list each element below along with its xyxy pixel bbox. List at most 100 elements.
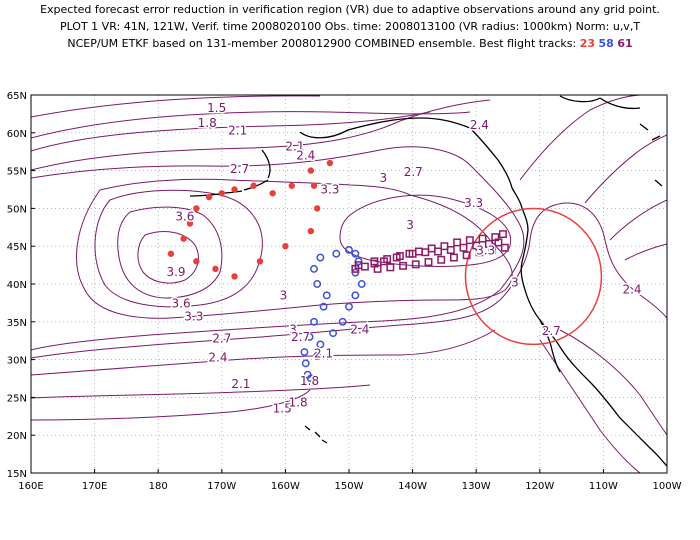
contour-label: 3 bbox=[280, 288, 288, 302]
lon-label: 110W bbox=[589, 481, 618, 492]
track-58-point bbox=[357, 280, 366, 288]
lat-label: 65N bbox=[7, 91, 27, 102]
flight-track-61 bbox=[351, 230, 509, 273]
contour-label: 2.1 bbox=[314, 347, 333, 361]
track-61-point bbox=[440, 242, 449, 251]
track-58-point bbox=[329, 329, 338, 338]
title-line-3-text: NCEP/UM ETKF based on 131-member 2008012… bbox=[67, 37, 577, 50]
track-61-point bbox=[478, 234, 487, 243]
contour-labels: 1.51.8 2.1 2.1 2.4 2.7 2.7 2.4 3 3 3.3 3.3 3.3 3.6 3.… bbox=[165, 99, 643, 417]
contour-label: 2.7 bbox=[404, 165, 423, 179]
track-61-point bbox=[453, 238, 462, 247]
contour-label: 3.3 bbox=[184, 310, 203, 324]
track-23-point bbox=[307, 227, 315, 235]
lon-label: 160E bbox=[18, 481, 43, 492]
contour-label: 1.5 bbox=[273, 402, 292, 416]
track-61-point bbox=[383, 255, 392, 264]
track-61-point bbox=[494, 238, 503, 247]
contour-label: 3.6 bbox=[175, 210, 194, 224]
track-58-point bbox=[322, 291, 331, 300]
contour-3-ring bbox=[76, 178, 513, 319]
track-61-point bbox=[411, 260, 420, 269]
flight-track-23 bbox=[167, 159, 334, 280]
contour-1-5-north bbox=[31, 95, 321, 118]
track-23-point bbox=[269, 190, 276, 197]
track-61-point bbox=[437, 255, 446, 264]
contour-2-4-north bbox=[31, 99, 491, 171]
verification-region-circle bbox=[464, 207, 603, 346]
contour-east-1 bbox=[519, 95, 641, 181]
contour-1-8-north bbox=[31, 111, 471, 139]
track-61-point bbox=[408, 249, 417, 258]
track-id-61: 61 bbox=[617, 37, 633, 50]
track-23-point bbox=[314, 205, 321, 212]
title-line-1: Expected forecast error reduction in ver… bbox=[40, 3, 660, 16]
track-58-point bbox=[313, 351, 322, 360]
contour-label: 2.4 bbox=[622, 282, 641, 296]
track-23-point bbox=[288, 182, 295, 189]
track-61-point bbox=[459, 243, 468, 252]
track-58-point bbox=[301, 359, 310, 368]
track-58-point bbox=[351, 249, 360, 258]
contour-label: 2.1 bbox=[228, 124, 247, 138]
contour-label: 3.3 bbox=[464, 196, 483, 210]
track-23-point bbox=[282, 243, 289, 250]
lon-label: 180 bbox=[149, 481, 168, 492]
lon-label: 100W bbox=[653, 481, 682, 492]
contour-label: 3 bbox=[406, 218, 414, 232]
track-61-point bbox=[465, 236, 474, 245]
contour-label: 3.3 bbox=[320, 183, 339, 197]
track-23-point bbox=[326, 159, 334, 167]
coast-aleutians bbox=[189, 179, 269, 197]
track-58-point bbox=[310, 317, 318, 326]
track-id-23: 23 bbox=[579, 37, 595, 50]
track-58-point bbox=[305, 332, 314, 341]
track-23-point bbox=[256, 258, 264, 265]
track-23-point bbox=[212, 265, 219, 273]
track-23-point bbox=[193, 258, 200, 265]
title-line-2: PLOT 1 VR: 41N, 121W, Verif. time 200802… bbox=[59, 20, 641, 33]
track-61-point bbox=[373, 264, 382, 273]
track-58-point bbox=[313, 280, 322, 288]
contour-label: 3 bbox=[511, 275, 519, 289]
track-61-point bbox=[434, 247, 442, 256]
contour-label: 3.3 bbox=[476, 244, 495, 258]
track-61-point bbox=[462, 251, 471, 260]
lon-label: 160W bbox=[271, 481, 300, 492]
track-58-point bbox=[351, 291, 360, 300]
contour-2-1-north bbox=[31, 111, 431, 152]
flight-track-58 bbox=[300, 246, 366, 387]
coast-north-america bbox=[511, 187, 667, 467]
track-23-point bbox=[193, 205, 200, 212]
track-23-point bbox=[180, 235, 187, 242]
lat-label: 40N bbox=[7, 280, 27, 291]
contour-label: 3.9 bbox=[166, 265, 185, 279]
track-id-58: 58 bbox=[598, 37, 614, 50]
track-23-point bbox=[250, 182, 257, 189]
track-58-point bbox=[306, 374, 315, 383]
contour-label: 2.4 bbox=[208, 350, 227, 364]
coast-alaska bbox=[261, 117, 513, 189]
lon-label: 170E bbox=[82, 481, 107, 492]
contour-label: 3 bbox=[380, 171, 388, 185]
contour-label: 1.8 bbox=[289, 396, 308, 410]
track-61-point bbox=[446, 246, 455, 254]
contour-1-8-south bbox=[31, 384, 371, 399]
track-58-point bbox=[316, 340, 325, 349]
track-58-point bbox=[319, 302, 328, 311]
track-58-point bbox=[345, 302, 353, 311]
contour-label: 2.7 bbox=[212, 331, 231, 345]
track-58-point bbox=[332, 249, 341, 258]
coast-hawaii bbox=[304, 425, 328, 444]
contour-east-3 bbox=[609, 199, 667, 241]
lat-label: 25N bbox=[7, 393, 27, 404]
track-58-point bbox=[310, 264, 318, 273]
track-61-point bbox=[488, 246, 497, 254]
track-58-point bbox=[345, 246, 353, 254]
track-23-point bbox=[186, 220, 194, 227]
longitude-labels: 160E 170E 180 170W 160W 150W 140W 130W 120W 110W 1… bbox=[18, 469, 682, 492]
track-61-point bbox=[370, 257, 379, 266]
contour-label: 2.7 bbox=[291, 330, 310, 344]
contour-label: 2.7 bbox=[230, 162, 249, 176]
lat-label: 50N bbox=[7, 204, 27, 215]
